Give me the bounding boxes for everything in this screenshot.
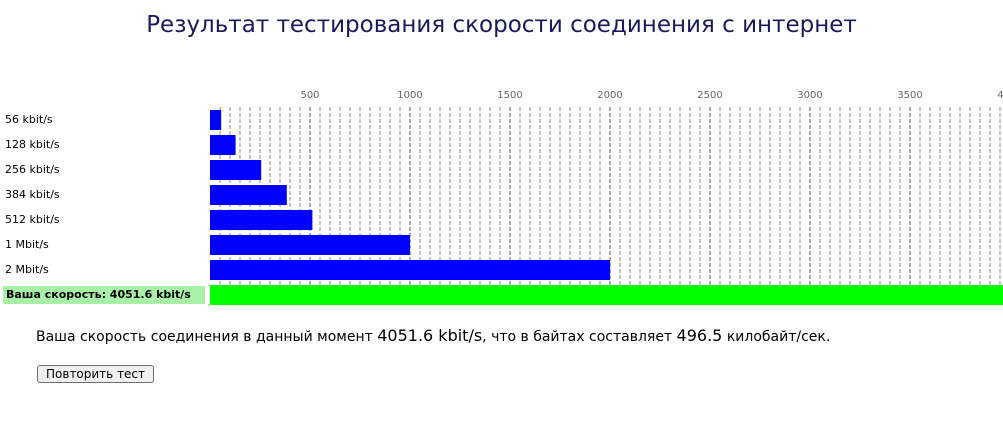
bar xyxy=(210,210,313,230)
bar xyxy=(210,160,262,180)
x-tick-label: 2500 xyxy=(697,90,722,101)
y-tick-label: 512 kbit/s xyxy=(5,213,60,226)
x-tick-label: 2000 xyxy=(597,90,622,101)
summary-text: килобайт/сек. xyxy=(726,329,831,345)
result-label: Ваша скорость: 4051.6 kbit/s xyxy=(6,288,191,301)
bar xyxy=(210,285,1003,305)
x-tick-label: 500 xyxy=(300,90,319,101)
summary-bytes: 496.5 xyxy=(676,326,723,345)
summary-text: , что в байтах составляет xyxy=(482,329,673,345)
result-label-bg xyxy=(3,286,205,304)
x-tick-label: 3500 xyxy=(897,90,922,101)
y-tick-label: 256 kbit/s xyxy=(5,163,60,176)
y-tick-label: 128 kbit/s xyxy=(5,138,60,151)
chart: 500 1000 1500 2000 2500 3000 3500 4000 56 kbit/s… xyxy=(3,90,1003,305)
y-tick-label: 56 kbit/s xyxy=(5,113,53,126)
x-tick-label: 4000 xyxy=(997,90,1003,101)
page-title: Результат тестирования скорости соединен… xyxy=(146,12,857,38)
summary-text: Ваша скорость соединения в данный момент xyxy=(36,329,373,345)
y-tick-label: 1 Mbit/s xyxy=(5,238,49,251)
bar xyxy=(210,110,222,130)
y-tick-label: 384 kbit/s xyxy=(5,188,60,201)
x-tick-label: 1500 xyxy=(497,90,522,101)
x-tick-label: 3000 xyxy=(797,90,822,101)
bar xyxy=(210,235,410,255)
bar xyxy=(210,185,287,205)
summary: Ваша скорость соединения в данный момент… xyxy=(36,326,830,345)
y-tick-label: 2 Mbit/s xyxy=(5,263,49,276)
bar xyxy=(210,135,236,155)
summary-speed: 4051.6 kbit/s xyxy=(377,326,483,345)
retry-button[interactable]: Повторить тест xyxy=(37,365,155,383)
x-tick-label: 1000 xyxy=(397,90,422,101)
bar xyxy=(210,260,610,280)
